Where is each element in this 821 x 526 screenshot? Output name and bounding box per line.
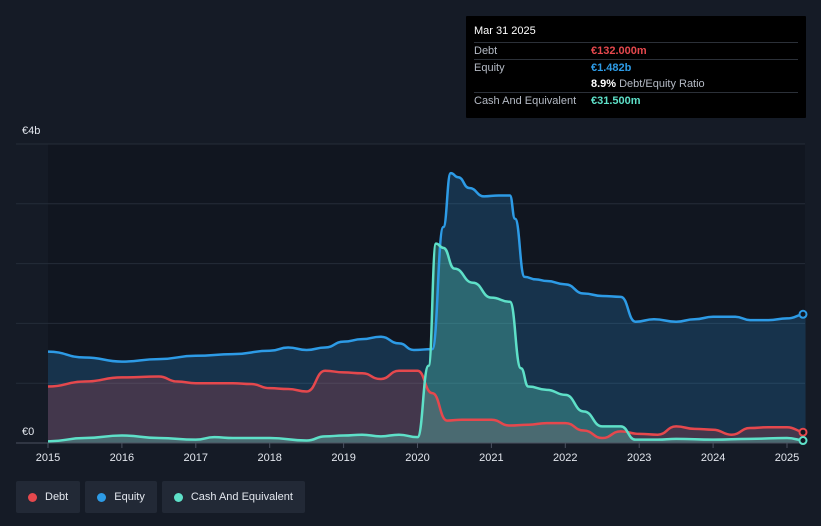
tooltip-date: Mar 31 2025 bbox=[474, 25, 536, 37]
equity-dot-icon bbox=[97, 492, 107, 502]
legend-debt-label: Debt bbox=[45, 491, 69, 503]
tooltip-debt-label: Debt bbox=[474, 45, 498, 57]
tooltip-equity-row: Equity €1.482b bbox=[474, 59, 798, 76]
cash-endpoint bbox=[798, 436, 808, 446]
x-tick-label: 2016 bbox=[110, 452, 134, 464]
x-tick-label: 2022 bbox=[553, 452, 577, 464]
x-tick-label: 2017 bbox=[184, 452, 208, 464]
legend-item-cash[interactable]: Cash And Equivalent bbox=[161, 481, 305, 513]
legend-item-debt[interactable]: Debt bbox=[16, 481, 81, 513]
x-tick-label: 2015 bbox=[36, 452, 60, 464]
debt-dot-icon bbox=[28, 492, 37, 502]
debt-area bbox=[48, 370, 806, 443]
tooltip-cash-label: Cash And Equivalent bbox=[474, 95, 577, 107]
x-tick-label: 2018 bbox=[257, 452, 281, 464]
equity-endpoint bbox=[798, 309, 808, 319]
x-tick-label: 2019 bbox=[331, 452, 355, 464]
legend-cash-label: Cash And Equivalent bbox=[190, 491, 293, 503]
cash-line bbox=[47, 242, 806, 443]
tooltip-cash-row: Cash And Equivalent €31.500m bbox=[474, 92, 798, 109]
equity-line bbox=[47, 171, 806, 363]
tooltip-equity-label: Equity bbox=[474, 62, 505, 74]
cash-area bbox=[48, 243, 806, 443]
equity-area bbox=[48, 173, 806, 443]
x-tick-label: 2024 bbox=[701, 452, 725, 464]
tooltip-debt-value: €132.000m bbox=[591, 45, 647, 57]
legend-equity-label: Equity bbox=[114, 491, 145, 503]
tooltip-debt-row: Debt €132.000m bbox=[474, 42, 798, 59]
cash-dot-icon bbox=[173, 492, 183, 502]
y-axis-zero-label: €0 bbox=[22, 426, 34, 438]
tooltip: Mar 31 2025 Debt €132.000m Equity €1.482… bbox=[466, 16, 806, 118]
x-tick-label: 2025 bbox=[775, 452, 799, 464]
legend: Debt Equity Cash And Equivalent bbox=[16, 481, 305, 513]
x-tick-label: 2021 bbox=[479, 452, 503, 464]
x-tick-label: 2020 bbox=[405, 452, 429, 464]
y-axis-top-label: €4b bbox=[22, 125, 40, 137]
tooltip-ratio-label: Debt/Equity Ratio bbox=[619, 78, 705, 90]
x-tick-label: 2023 bbox=[627, 452, 651, 464]
tooltip-ratio-value: 8.9% bbox=[591, 78, 617, 90]
debt-line bbox=[47, 369, 806, 440]
legend-item-equity[interactable]: Equity bbox=[85, 481, 157, 513]
tooltip-cash-value: €31.500m bbox=[591, 95, 641, 107]
debt-endpoint bbox=[798, 427, 808, 437]
tooltip-equity-value: €1.482b bbox=[591, 62, 632, 74]
tooltip-ratio-row: 8.9% Debt/Equity Ratio bbox=[474, 76, 798, 92]
